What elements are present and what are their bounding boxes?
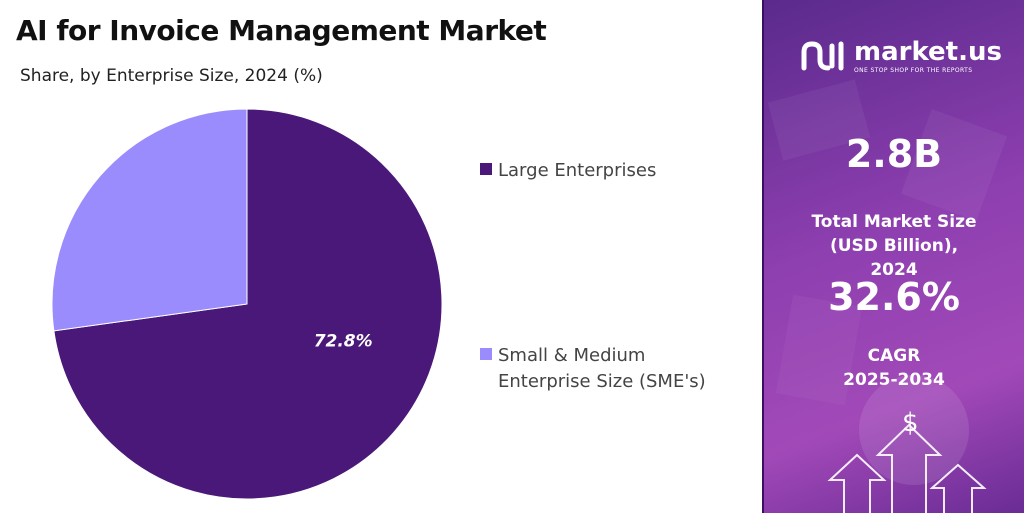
legend-swatch-large [480,163,492,175]
legend-item-large: Large Enterprises [480,158,738,184]
cagr-period: 2025-2034 [843,370,945,390]
market-us-logo: market.us ONE STOP SHOP FOR THE REPORTS [800,38,1002,74]
pie-chart: 72.8% [51,108,443,500]
brand-tagline: ONE STOP SHOP FOR THE REPORTS [854,66,973,74]
market-size-value: 2.8B [845,132,943,176]
brand-name: market.us [854,36,1002,67]
dollar-sign-icon: $ [902,408,919,438]
chart-panel: AI for Invoice Management Market Share, … [16,14,738,500]
up-arrow-icon [827,423,987,513]
logo-mark-icon [801,41,844,71]
legend-label-sme: Small & Medium Enterprise Size (SME's) [498,345,706,392]
legend-item-sme: Small & Medium Enterprise Size (SME's) [480,343,738,395]
chart-subtitle: Share, by Enterprise Size, 2024 (%) [20,66,323,86]
market-size-label: Total Market Size (USD Billion), 2024 [811,212,977,280]
legend-label-large: Large Enterprises [498,160,657,181]
data-label-large-enterprises: 72.8% [314,332,373,352]
pie-slice-sme [51,108,248,332]
sidebar-decoration [767,79,1007,513]
stats-sidebar: market.us ONE STOP SHOP FOR THE REPORTS … [764,0,1024,513]
cagr-label: CAGR [867,346,921,366]
legend-swatch-sme [480,348,492,360]
pie-slice-large-enterprises [53,108,443,500]
panel-divider [762,0,765,513]
cagr-value: 32.6% [828,275,960,319]
chart-title: AI for Invoice Management Market [16,14,547,47]
